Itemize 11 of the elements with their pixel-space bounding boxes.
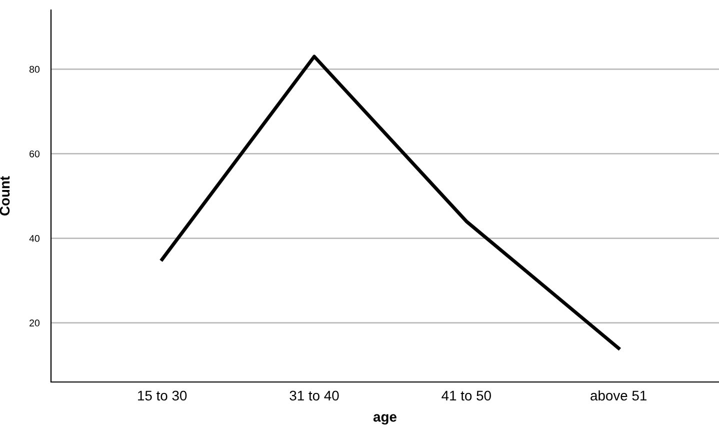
y-tick-label: 20 — [30, 320, 40, 326]
line-series — [160, 54, 620, 350]
x-tick-label: 31 to 40 — [290, 390, 339, 401]
y-tick-label: 80 — [30, 66, 40, 73]
y-axis-title: Count — [0, 176, 10, 216]
x-tick-label: 41 to 50 — [442, 390, 491, 401]
x-axis-title: age — [373, 414, 396, 425]
x-tick-label: 15 to 30 — [138, 390, 187, 401]
x-tick-label: above 51 — [590, 390, 646, 401]
y-tick-label: 40 — [29, 235, 40, 242]
y-tick-label: 60 — [30, 150, 40, 158]
